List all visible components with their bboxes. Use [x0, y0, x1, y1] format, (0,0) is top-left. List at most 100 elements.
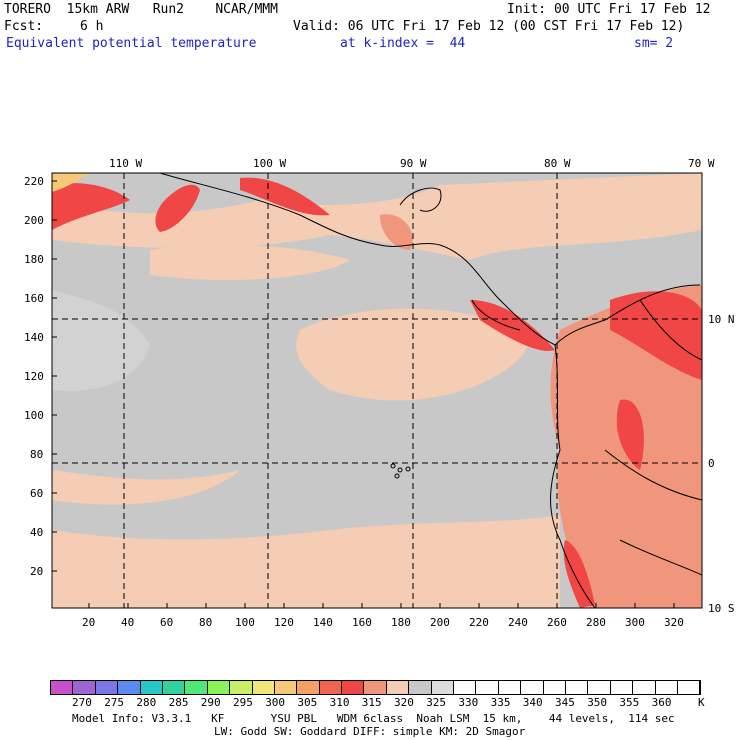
- graticule: [52, 173, 702, 608]
- tick-marks: [52, 180, 675, 608]
- colorbar-swatch: [476, 681, 499, 694]
- colorbar-swatch: [655, 681, 678, 694]
- y-tick: 20: [30, 565, 43, 578]
- x-tick: 280: [586, 616, 606, 629]
- colorbar-swatch: [498, 681, 522, 694]
- y-tick: 80: [30, 448, 43, 461]
- colorbar-level: 305: [297, 696, 318, 709]
- valid-time: Valid: 06 UTC Fri 17 Feb 12 (00 CST Fri …: [293, 19, 685, 34]
- colorbar-swatch: [162, 681, 186, 694]
- colorbar-level: 290: [200, 696, 221, 709]
- colorbar-swatch: [521, 681, 544, 694]
- colorbar-swatch: [610, 681, 634, 694]
- y-tick: 200: [24, 214, 44, 227]
- y-tick: 120: [24, 370, 44, 383]
- colorbar-level: 335: [490, 696, 511, 709]
- colorbar-level: 280: [136, 696, 157, 709]
- colorbar-level: 350: [587, 696, 608, 709]
- smoothing: sm= 2: [634, 36, 674, 51]
- y-tick: 180: [24, 253, 44, 266]
- colorbar-level: 300: [265, 696, 286, 709]
- colorbar-level: 320: [394, 696, 414, 709]
- colorbar-level: 315: [361, 696, 382, 709]
- x-tick: 220: [469, 616, 489, 629]
- model-title: TORERO 15km ARW Run2 NCAR/MMM: [4, 2, 278, 17]
- colorbar-unit: K: [698, 696, 705, 709]
- colorbar-swatch: [364, 681, 387, 694]
- colorbar-level: 340: [522, 696, 543, 709]
- y-tick: 40: [30, 526, 43, 539]
- lat-label-0: 0: [708, 457, 715, 470]
- y-tick: 160: [24, 292, 44, 305]
- x-tick: 180: [391, 616, 411, 629]
- colorbar-level: 360: [651, 696, 672, 709]
- lat-label-10s: 10 S: [708, 602, 735, 615]
- colorbar-swatch: [409, 681, 432, 694]
- y-tick: 100: [24, 409, 44, 422]
- colorbar-swatch: [207, 681, 231, 694]
- colorbar-swatch: [386, 681, 410, 694]
- colorbar-swatch: [588, 681, 611, 694]
- lon-label-80w: 80 W: [544, 157, 571, 170]
- colorbar-level: 325: [426, 696, 447, 709]
- x-tick: 40: [121, 616, 134, 629]
- model-info: Model Info: V3.3.1 KF YSU PBL WDM 6class…: [72, 712, 675, 725]
- colorbar-level: 330: [458, 696, 479, 709]
- colorbar-swatch: [274, 681, 298, 694]
- x-tick: 160: [352, 616, 372, 629]
- x-tick: 260: [547, 616, 567, 629]
- colorbar-swatch: [73, 681, 96, 694]
- y-tick: 220: [24, 175, 44, 188]
- colorbar-level: 310: [329, 696, 350, 709]
- x-tick: 60: [160, 616, 173, 629]
- y-tick: 60: [30, 487, 43, 500]
- init-time: Init: 00 UTC Fri 17 Feb 12: [507, 2, 711, 17]
- x-tick: 80: [199, 616, 212, 629]
- forecast-hour: 6 h: [80, 19, 104, 34]
- x-tick: 240: [508, 616, 528, 629]
- level-index: at k-index = 44: [340, 36, 466, 51]
- lon-label-110w: 110 W: [109, 157, 142, 170]
- colorbar-level: 270: [72, 696, 92, 709]
- x-tick: 120: [274, 616, 294, 629]
- colorbar-swatch: [319, 681, 343, 694]
- colorbar-swatch: [677, 681, 701, 694]
- colorbar-level: 275: [104, 696, 125, 709]
- colorbar-swatch: [51, 681, 74, 694]
- forecast-label: Fcst:: [4, 19, 44, 34]
- colorbar-swatch: [118, 681, 141, 694]
- lon-label-90w: 90 W: [400, 157, 427, 170]
- x-tick: 300: [625, 616, 645, 629]
- colorbar-swatch: [95, 681, 119, 694]
- lat-label-10n: 10 N: [708, 313, 735, 326]
- lon-label-100w: 100 W: [253, 157, 286, 170]
- lon-label-70w: 70 W: [688, 157, 715, 170]
- colorbar-swatch: [297, 681, 320, 694]
- x-tick: 200: [430, 616, 450, 629]
- colorbar-swatch: [342, 681, 365, 694]
- x-tick: 100: [235, 616, 255, 629]
- colorbar-swatch: [140, 681, 163, 694]
- x-tick: 20: [82, 616, 95, 629]
- colorbar-swatch: [454, 681, 477, 694]
- colorbar-level: 345: [555, 696, 575, 709]
- map-frame: [51, 172, 703, 609]
- colorbar-level: 285: [168, 696, 189, 709]
- colorbar-swatch: [230, 681, 253, 694]
- colorbar-swatch: [633, 681, 656, 694]
- colorbar-level: 295: [233, 696, 253, 709]
- colorbar-swatch: [543, 681, 566, 694]
- galapagos-islands: [390, 463, 411, 479]
- colorbar-swatch: [565, 681, 589, 694]
- colorbar-swatch: [252, 681, 275, 694]
- colorbar-swatch: [431, 681, 455, 694]
- map-field: [52, 173, 702, 608]
- field-name: Equivalent potential temperature: [6, 36, 257, 51]
- colorbar-level: 355: [619, 696, 640, 709]
- colorbar: [50, 680, 702, 695]
- model-physics: LW: Godd SW: Goddard DIFF: simple KM: 2D…: [214, 725, 526, 738]
- x-tick: 140: [313, 616, 333, 629]
- colorbar-swatch: [185, 681, 208, 694]
- x-tick: 320: [664, 616, 684, 629]
